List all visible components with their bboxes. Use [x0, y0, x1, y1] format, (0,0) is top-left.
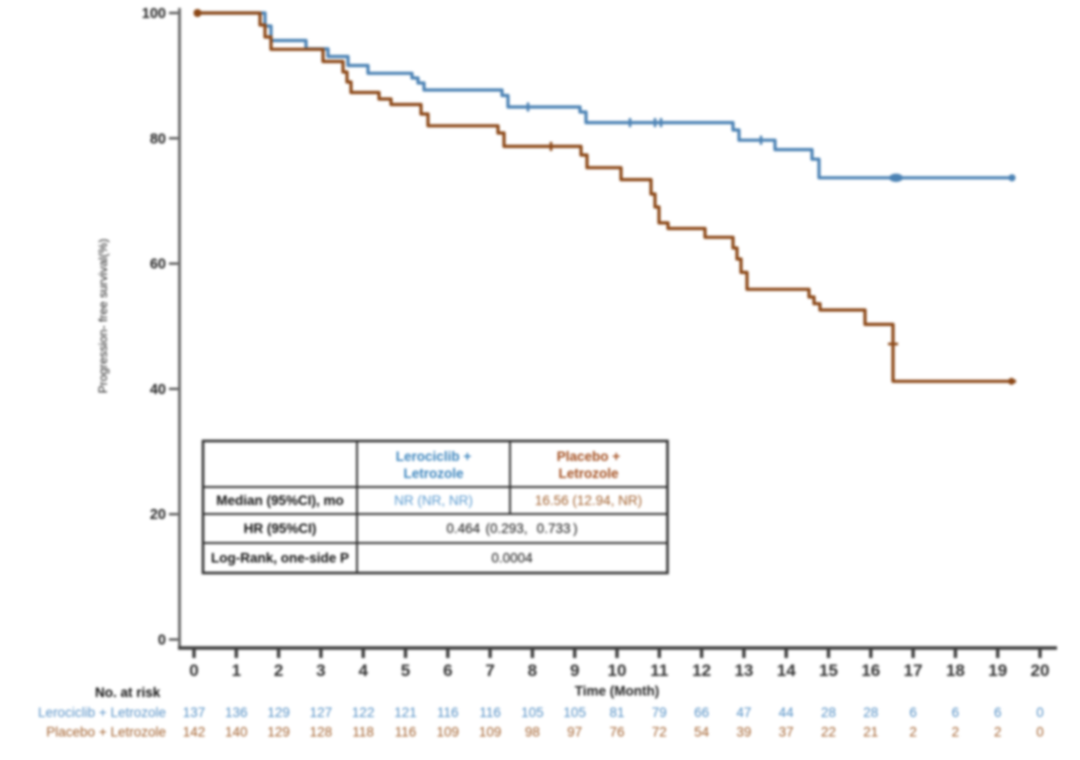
svg-text:Lerociclib + Letrozole: Lerociclib + Letrozole [38, 705, 166, 720]
svg-text:3: 3 [316, 661, 325, 680]
svg-text:128: 128 [310, 725, 333, 740]
svg-text:116: 116 [395, 725, 417, 740]
svg-text:105: 105 [563, 705, 586, 720]
svg-text:142: 142 [183, 725, 206, 740]
svg-text:129: 129 [267, 705, 290, 720]
svg-text:19: 19 [988, 661, 1007, 680]
svg-text:20: 20 [150, 507, 166, 523]
svg-text:Progression- free survival(%): Progression- free survival(%) [96, 239, 110, 394]
svg-text:98: 98 [525, 725, 540, 740]
svg-text:109: 109 [479, 725, 502, 740]
svg-text:44: 44 [779, 705, 795, 720]
svg-text:NR (NR, NR): NR (NR, NR) [394, 493, 473, 508]
svg-text:9: 9 [570, 661, 579, 680]
svg-text:20: 20 [1031, 661, 1050, 680]
svg-text:HR (95%CI): HR (95%CI) [244, 521, 317, 536]
svg-text:66: 66 [694, 705, 709, 720]
svg-text:97: 97 [567, 725, 582, 740]
svg-text:2: 2 [952, 725, 960, 740]
svg-text:100: 100 [142, 6, 166, 22]
svg-text:14: 14 [777, 661, 796, 680]
svg-text:0: 0 [158, 633, 166, 649]
svg-text:6: 6 [909, 705, 917, 720]
svg-text:60: 60 [150, 257, 166, 273]
svg-text:81: 81 [609, 705, 624, 720]
svg-text:22: 22 [821, 725, 836, 740]
svg-text:122: 122 [352, 705, 375, 720]
svg-text:0: 0 [1036, 705, 1044, 720]
svg-text:2: 2 [909, 725, 917, 740]
svg-text:0.464 (0.293, 0.733 ): 0.464 (0.293, 0.733 ) [446, 521, 577, 536]
svg-text:0: 0 [189, 661, 198, 680]
svg-text:Placebo +: Placebo + [557, 449, 621, 464]
svg-text:118: 118 [352, 725, 374, 740]
svg-text:Lerociclib +: Lerociclib + [396, 449, 472, 464]
svg-text:8: 8 [528, 661, 537, 680]
svg-text:16: 16 [861, 661, 880, 680]
svg-text:37: 37 [779, 725, 794, 740]
svg-text:79: 79 [652, 705, 667, 720]
svg-text:18: 18 [946, 661, 965, 680]
svg-text:129: 129 [267, 725, 290, 740]
svg-text:13: 13 [734, 661, 753, 680]
svg-text:21: 21 [863, 725, 878, 740]
svg-text:6: 6 [443, 661, 452, 680]
svg-text:28: 28 [821, 705, 836, 720]
svg-text:28: 28 [863, 705, 878, 720]
svg-text:0: 0 [1036, 725, 1044, 740]
svg-text:12: 12 [692, 661, 711, 680]
svg-text:2: 2 [994, 725, 1002, 740]
svg-text:40: 40 [150, 382, 166, 398]
svg-text:121: 121 [394, 705, 417, 720]
svg-text:47: 47 [736, 705, 751, 720]
svg-text:10: 10 [608, 661, 627, 680]
svg-text:4: 4 [358, 661, 368, 680]
svg-text:116: 116 [479, 705, 501, 720]
svg-text:39: 39 [736, 725, 751, 740]
svg-text:0.0004: 0.0004 [491, 551, 533, 566]
svg-text:Letrozole: Letrozole [403, 466, 463, 481]
svg-text:11: 11 [650, 661, 668, 680]
svg-text:17: 17 [904, 661, 923, 680]
svg-text:136: 136 [225, 705, 248, 720]
svg-text:6: 6 [994, 705, 1002, 720]
svg-text:137: 137 [183, 705, 206, 720]
svg-text:76: 76 [609, 725, 624, 740]
svg-text:140: 140 [225, 725, 248, 740]
svg-text:Time (Month): Time (Month) [575, 684, 660, 699]
svg-text:Median (95%CI), mo: Median (95%CI), mo [216, 493, 344, 508]
svg-text:1: 1 [232, 661, 241, 680]
svg-text:72: 72 [652, 725, 667, 740]
svg-text:7: 7 [485, 661, 494, 680]
svg-text:16.56 (12.94, NR): 16.56 (12.94, NR) [535, 493, 642, 508]
svg-text:127: 127 [310, 705, 333, 720]
svg-text:Log-Rank, one-side P: Log-Rank, one-side P [211, 551, 349, 566]
svg-text:Letrozole: Letrozole [558, 466, 618, 481]
svg-text:54: 54 [694, 725, 710, 740]
svg-text:15: 15 [819, 661, 838, 680]
svg-text:Placebo + Letrozole: Placebo + Letrozole [46, 725, 166, 740]
svg-text:109: 109 [437, 725, 460, 740]
svg-text:116: 116 [437, 705, 459, 720]
svg-text:6: 6 [952, 705, 960, 720]
svg-text:No. at risk: No. at risk [95, 685, 161, 700]
svg-text:2: 2 [274, 661, 283, 680]
svg-text:105: 105 [521, 705, 544, 720]
svg-text:5: 5 [401, 661, 410, 680]
svg-text:80: 80 [150, 131, 166, 147]
